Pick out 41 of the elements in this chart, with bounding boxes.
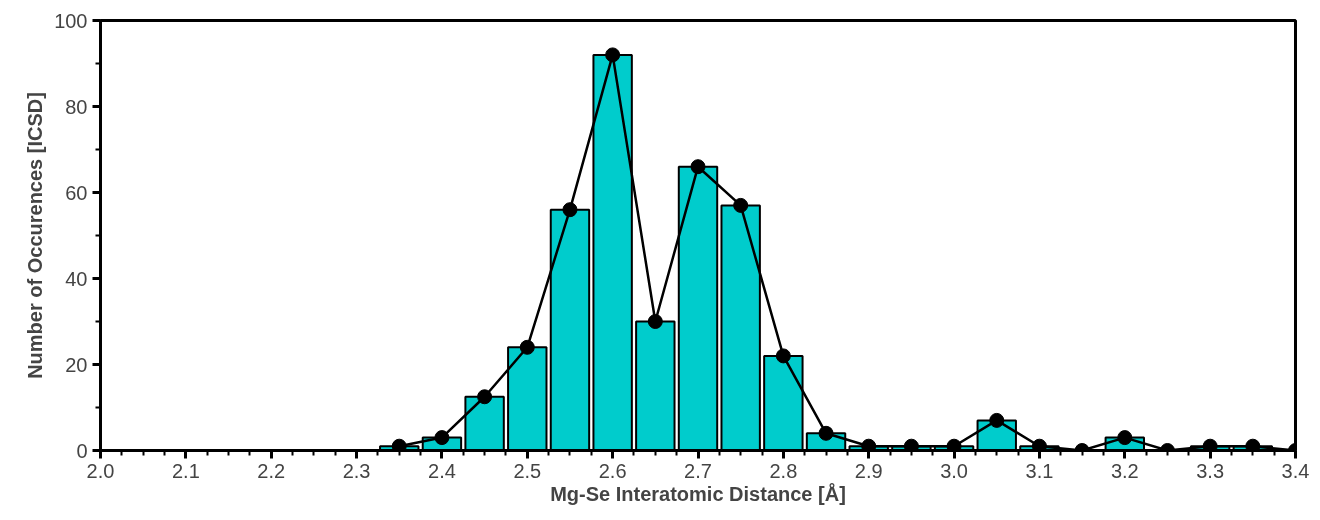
x-tick-label: 2.4 [428, 459, 456, 482]
x-tick-label: 3.1 [1025, 459, 1054, 482]
x-axis-title: Mg-Se Interatomic Distance [Å] [550, 481, 846, 505]
y-tick-label: 80 [65, 95, 88, 118]
x-tick-label: 2.2 [257, 459, 286, 482]
x-tick-label: 2.5 [513, 459, 542, 482]
x-tick-label: 2.1 [171, 459, 200, 482]
point [434, 430, 450, 446]
y-tick-label: 0 [76, 439, 88, 462]
x-tick-label: 3.4 [1281, 459, 1310, 482]
point [733, 197, 749, 213]
point [946, 438, 962, 451]
point [477, 389, 493, 405]
x-tick-label: 2.3 [342, 459, 371, 482]
x-tick-label: 2.7 [684, 459, 712, 482]
y-tick-label: 60 [65, 181, 88, 204]
y-tick-label: 100 [54, 9, 88, 32]
x-tick-label: 2.9 [854, 459, 883, 482]
x-tick-label: 3.0 [940, 459, 968, 482]
y-tick-label: 40 [65, 267, 88, 290]
x-tick-label: 3.2 [1110, 459, 1139, 482]
y-axis-title: Number of Occurences [ICSD] [24, 92, 47, 379]
point [391, 438, 407, 451]
x-tick-label: 3.3 [1196, 459, 1225, 482]
point [647, 314, 663, 329]
point [519, 339, 535, 355]
y-tick-label: 20 [65, 353, 88, 376]
x-tick-label: 2.0 [86, 459, 115, 482]
point [903, 438, 919, 451]
point [1245, 438, 1261, 451]
point [562, 202, 578, 218]
point [1031, 438, 1047, 451]
x-tick-label: 2.8 [769, 459, 798, 482]
point [690, 159, 706, 175]
x-tick-label: 2.6 [598, 459, 627, 482]
point [605, 47, 621, 63]
point [861, 438, 877, 451]
point [1202, 438, 1218, 451]
point [1117, 430, 1133, 446]
point [775, 348, 791, 364]
point [989, 412, 1005, 428]
